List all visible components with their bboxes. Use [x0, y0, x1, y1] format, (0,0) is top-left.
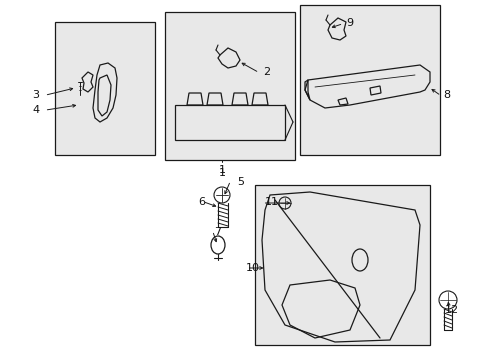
Text: 10: 10 [245, 263, 260, 273]
Text: 9: 9 [346, 18, 352, 28]
Text: 6: 6 [198, 197, 204, 207]
Bar [164, 12, 294, 160]
Bar [55, 22, 155, 155]
Text: 3: 3 [32, 90, 39, 100]
Text: 11: 11 [264, 197, 279, 207]
Text: 8: 8 [442, 90, 449, 100]
Bar [254, 185, 429, 345]
Text: 1: 1 [218, 165, 225, 175]
Text: 4: 4 [32, 105, 39, 115]
Text: 1: 1 [218, 168, 225, 178]
Text: 5: 5 [237, 177, 244, 187]
Text: 12: 12 [444, 305, 458, 315]
Text: 2: 2 [263, 67, 269, 77]
Bar [299, 5, 439, 155]
Text: 7: 7 [214, 227, 221, 237]
